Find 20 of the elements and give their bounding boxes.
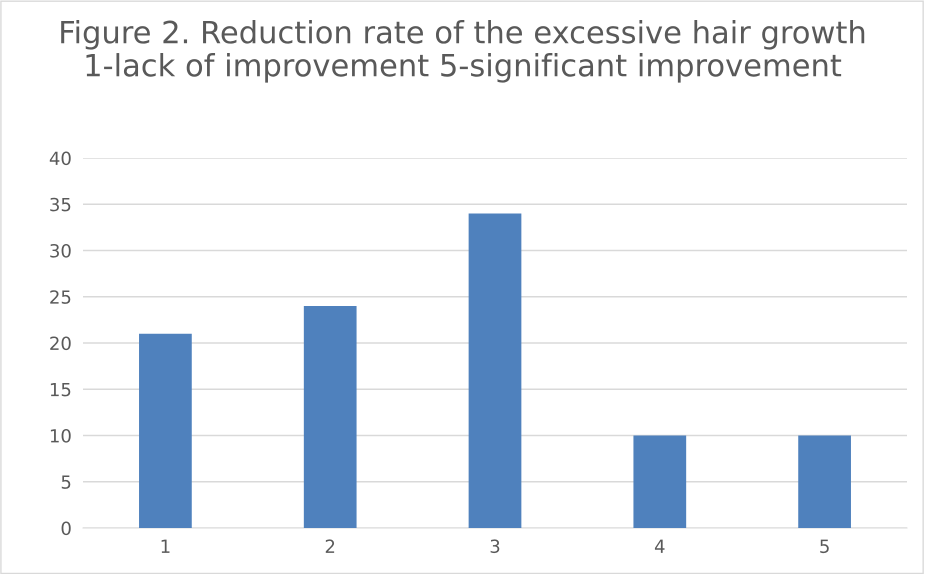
y-tick-label: 10 (50, 428, 71, 443)
bar (139, 334, 192, 528)
chart-title: Figure 2. Reduction rate of the excessive hair growth 1-lack of improvement 5-significant improvement (61, 20, 864, 83)
x-tick-label: 1 (162, 540, 170, 553)
bar (798, 436, 851, 528)
x-tick-label: 4 (654, 540, 665, 553)
y-tick-label: 20 (50, 336, 71, 350)
y-tick-label: 40 (50, 151, 71, 166)
bar (304, 306, 357, 528)
y-tick-label: 0 (62, 521, 71, 536)
y-tick-label: 30 (50, 244, 71, 258)
y-tick-label: 5 (62, 475, 70, 489)
x-tick-label: 2 (326, 539, 334, 553)
bar (633, 436, 686, 528)
x-tick-label: 3 (490, 539, 500, 554)
y-tick-label: 35 (50, 198, 70, 212)
bar (468, 214, 522, 528)
y-tick-label: 25 (50, 290, 70, 304)
y-tick-label: 15 (50, 382, 70, 396)
x-tick-label: 5 (820, 540, 829, 554)
